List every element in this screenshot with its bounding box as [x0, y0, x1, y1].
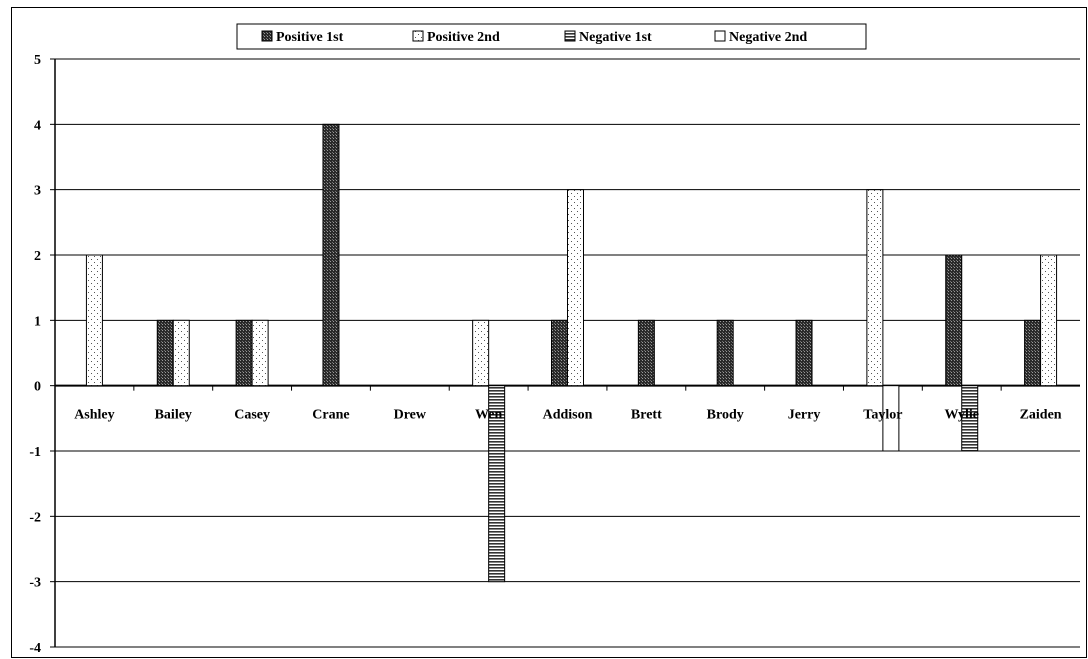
y-tick-label: 2	[34, 249, 41, 264]
legend-swatch	[714, 30, 726, 42]
bar-positive-2nd-ashley	[85, 254, 103, 387]
y-tick-label: -4	[29, 641, 41, 656]
x-tick-label: Drew	[394, 408, 427, 423]
x-tick-label: Ashley	[74, 408, 114, 423]
bar-positive-1st-addison	[551, 319, 568, 387]
bar-positive-1st-brett	[637, 319, 655, 387]
y-tick-label: -2	[29, 510, 41, 525]
bar-positive-2nd-taylor	[866, 189, 884, 387]
bar-positive-1st-bailey	[156, 319, 174, 387]
bar-positive-1st-casey	[235, 319, 253, 387]
x-tick-label: Addison	[543, 408, 593, 423]
chart-frame	[11, 7, 1087, 658]
legend-label: Positive 1st	[276, 30, 344, 45]
bar-positive-2nd-bailey	[172, 319, 190, 387]
bar-negative-1st-wylie	[961, 385, 979, 452]
x-tick-label: Crane	[312, 408, 349, 423]
legend-swatch	[412, 30, 424, 42]
gridlines	[55, 58, 1080, 648]
y-tick-label: -1	[29, 445, 41, 460]
bar-positive-2nd-addison	[567, 189, 584, 387]
x-tick-label: Wylie	[944, 408, 978, 423]
legend: Positive 1st Positive 2nd Negative 1st Nega…	[236, 23, 867, 50]
bar-positive-2nd-wen	[472, 319, 490, 387]
x-tick-label: Wen	[475, 408, 502, 423]
y-tick-label: -3	[29, 576, 41, 591]
bar-positive-1st-crane	[322, 123, 340, 387]
tick-labels: 5 4 3 2 1 0 -1 -2 -3 -4 Ashley Bailey Casey Crane Drew…	[29, 53, 1061, 656]
legend-swatch	[564, 30, 576, 42]
bars	[85, 123, 1058, 583]
x-tick-label: Taylor	[863, 408, 902, 423]
bar-positive-1st-jerry	[795, 319, 813, 387]
legend-swatch	[261, 30, 273, 42]
bar-negative-1st-wen	[488, 385, 506, 583]
legend-label: Negative 2nd	[729, 30, 807, 45]
x-tick-label: Bailey	[155, 408, 192, 423]
y-tick-label: 3	[34, 184, 41, 199]
x-tick-label: Brett	[631, 408, 662, 423]
bar-positive-2nd-zaiden	[1040, 254, 1058, 387]
y-tick-label: 1	[34, 314, 41, 329]
bar-positive-1st-brody	[716, 319, 734, 387]
x-tick-label: Casey	[234, 408, 270, 423]
y-tick-label: 4	[34, 118, 41, 133]
legend-label: Negative 1st	[579, 30, 652, 45]
x-tick-label: Jerry	[788, 408, 821, 423]
x-tick-label: Brody	[707, 408, 744, 423]
bar-positive-1st-zaiden	[1024, 319, 1042, 387]
legend-label: Positive 2nd	[427, 30, 500, 45]
y-tick-label: 0	[34, 380, 41, 395]
bar-positive-2nd-casey	[251, 319, 269, 387]
bar-positive-1st-wylie	[945, 254, 963, 387]
legend-box	[236, 23, 867, 50]
x-tick-label: Zaiden	[1020, 408, 1062, 423]
y-tick-label: 5	[34, 53, 41, 68]
bar-negative-2nd-taylor	[882, 385, 900, 452]
